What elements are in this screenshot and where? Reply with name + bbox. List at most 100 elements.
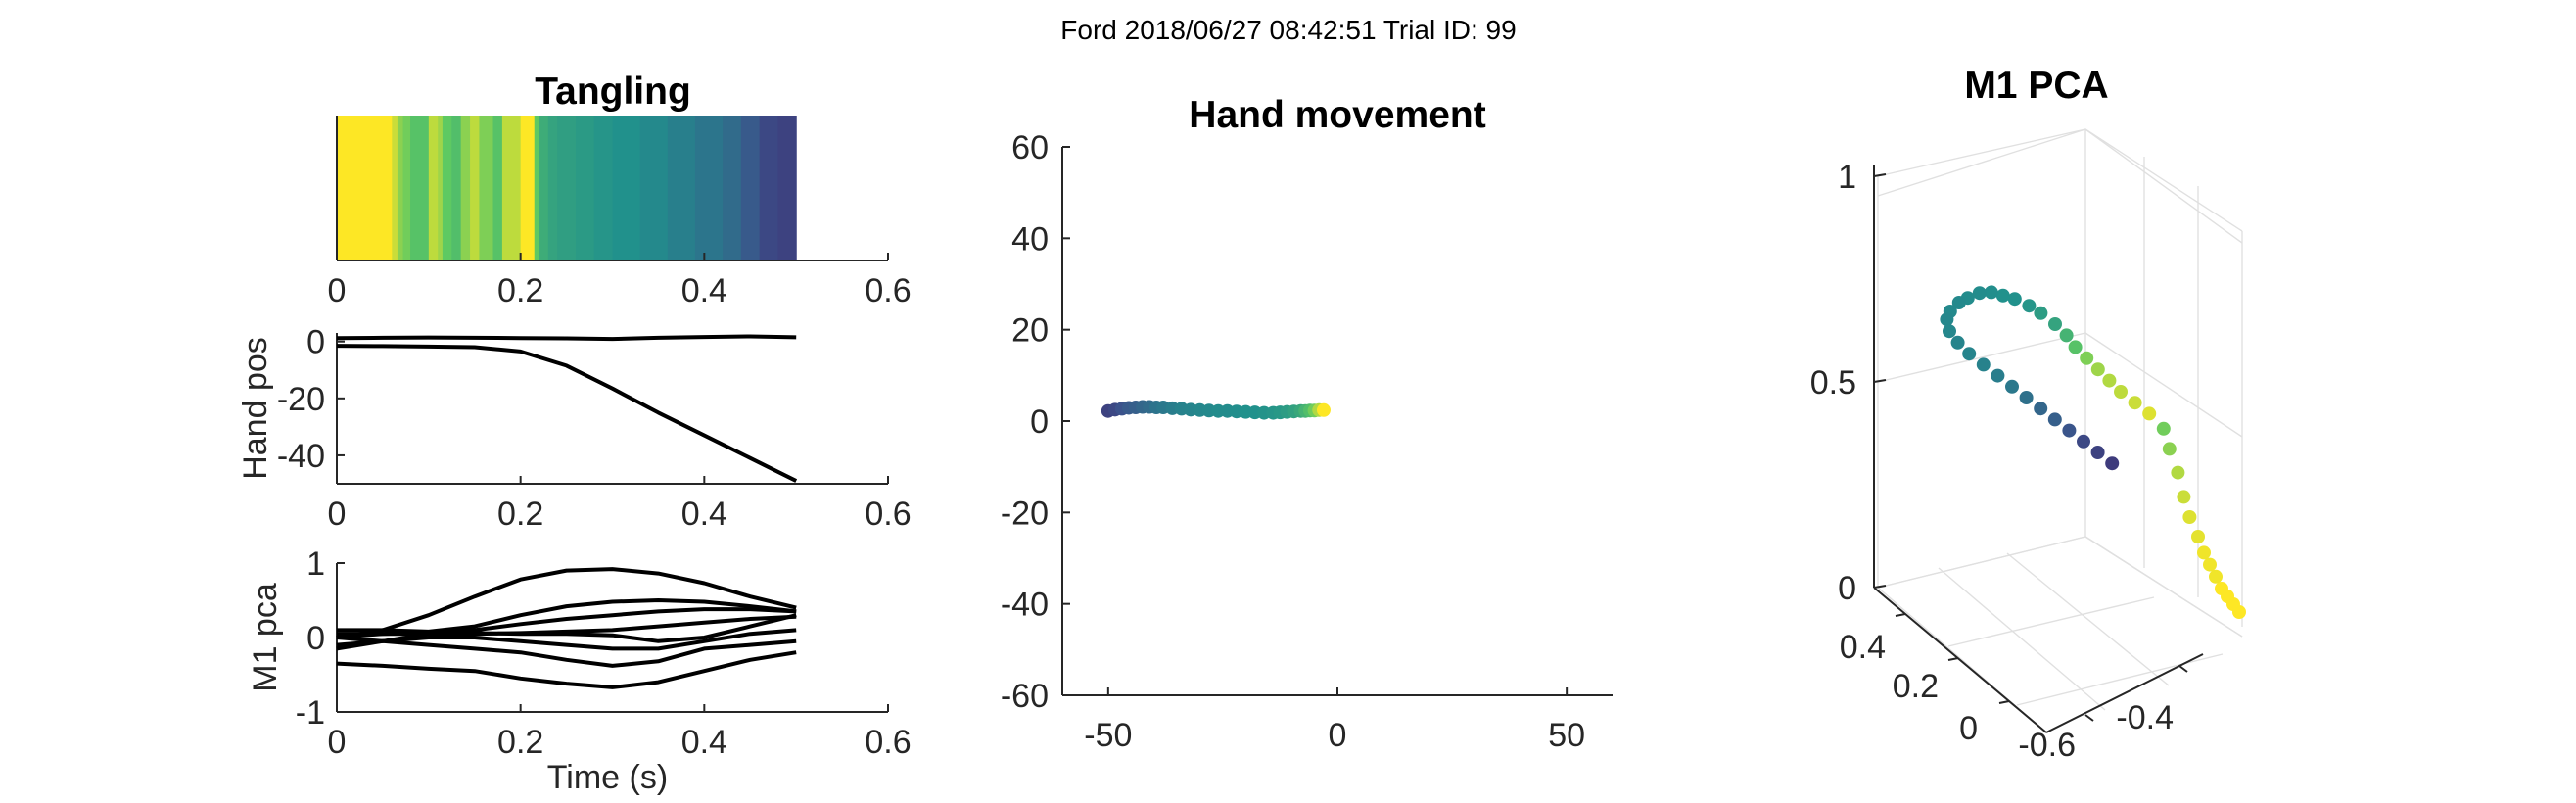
tangling-cell: [777, 116, 797, 260]
pca3d-point: [1972, 286, 1987, 301]
hand-movement-x-tick-label: -50: [1084, 717, 1132, 754]
hand-pos-y-tick-label: 0: [306, 324, 325, 361]
pca3d-grid-line: [1877, 332, 2086, 383]
pca3d-point: [2077, 434, 2090, 449]
figure-suptitle: Ford 2018/06/27 08:42:51 Trial ID: 99: [1060, 15, 1516, 45]
pca3d-z-tick: [1873, 585, 1887, 589]
pca3d-point: [2102, 373, 2117, 388]
pca3d-point: [2171, 465, 2185, 480]
pca3d-y-axis: [1873, 587, 2047, 733]
m1-pca-y-tick-label: -1: [296, 694, 325, 732]
m1-pca-y-tick-label: 1: [306, 545, 325, 583]
m1-pca-x-tick-label: 0.6: [865, 724, 911, 761]
pca3d-grid-line: [2084, 128, 2243, 232]
pca3d-x-tick-label: -0.4: [2116, 699, 2174, 736]
pca3d-y-tick-label: 0: [1959, 710, 1978, 747]
tangling-cell: [547, 116, 558, 260]
tangling-cell: [410, 116, 430, 260]
pca3d-grid-line: [1877, 536, 2086, 589]
pca3d-point: [2068, 340, 2083, 354]
pca3d-grid-line: [2084, 332, 2243, 438]
m1-pca-series-line: [336, 613, 797, 643]
pca3d-point: [2019, 391, 2034, 404]
hand-movement-x-tick-label: 50: [1548, 717, 1585, 754]
pca3d-grid-line: [2016, 653, 2224, 706]
hand-movement-y-tick-label: -20: [1001, 495, 1049, 532]
hand-movement-y-tick-label: -60: [1001, 678, 1049, 715]
pca3d-point: [2080, 351, 2094, 365]
pca3d-top-edge: [1877, 128, 2243, 244]
tangling-cell: [740, 116, 761, 260]
pca3d-z-tick: [1873, 379, 1887, 383]
tangling-cell: [593, 116, 614, 260]
tangling-cell: [639, 116, 669, 260]
pca3d-point: [2215, 582, 2228, 595]
tangling-x-tick-label: 0.4: [681, 272, 727, 309]
pca3d-point: [2156, 421, 2171, 436]
pca3d-point: [2007, 292, 2022, 307]
pca3d-z-tick-label: 1: [1838, 159, 1856, 196]
hand-pos-y-tick-label: -20: [277, 381, 325, 418]
pca3d-grid-line: [2084, 536, 2243, 638]
pca3d-point: [2047, 412, 2062, 427]
m1-pca-ylabel: M1 pca: [247, 583, 284, 692]
m1-pca-series-line: [336, 628, 797, 651]
pca3d-point: [2034, 306, 2048, 320]
tangling-cell: [402, 116, 411, 260]
pca3d-grid-line: [1947, 596, 2155, 647]
m1-pca-y-tick-label: 0: [306, 620, 325, 657]
tangling-cell: [520, 116, 536, 260]
m1-pca-x-tick-label: 0.4: [681, 724, 727, 761]
tangling-cell: [428, 116, 439, 260]
pca3d-point: [2062, 423, 2077, 438]
pca3d-grid-line: [1877, 128, 2086, 177]
hand-movement-y-tick-label: 20: [1011, 312, 1049, 350]
tangling-cell: [612, 116, 641, 260]
tangling-title: Tangling: [535, 71, 691, 113]
m1-pca-series-line: [337, 598, 797, 634]
hand-pos-series-line: [336, 334, 797, 342]
pca3d-point: [1991, 368, 2005, 383]
hand-pos-x-tick-label: 0.6: [865, 496, 911, 533]
pca3d-title: M1 PCA: [1964, 65, 2108, 107]
pca3d-x-tick-label: -0.6: [2018, 727, 2076, 764]
pca3d-point: [1940, 312, 1954, 327]
tangling-x-tick-label: 0.6: [865, 272, 911, 309]
panel-tangling: Tangling 0 0.2 0.4 0.6: [328, 71, 912, 309]
tangling-x-tick-label: 0: [328, 272, 347, 309]
pca3d-x-axis: [2045, 653, 2204, 733]
tangling-cell: [557, 116, 577, 260]
tangling-cell: [438, 116, 444, 260]
pca3d-point: [1943, 324, 1956, 339]
pca3d-point: [1951, 296, 1966, 309]
pca3d-point: [1995, 288, 2010, 303]
pca3d-point: [2090, 362, 2105, 377]
hand-movement-y-tick-label: 60: [1011, 129, 1049, 166]
tangling-cell: [539, 116, 549, 260]
pca3d-point: [2034, 402, 2048, 416]
pca3d-z-tick: [1873, 173, 1887, 177]
tangling-cell: [759, 116, 778, 260]
pca3d-y-tick-label: 0.4: [1840, 629, 1886, 666]
m1-pca-xlabel: Time (s): [547, 759, 668, 796]
pca3d-point: [1976, 357, 1991, 372]
tangling-cell: [479, 116, 494, 260]
hand-movement-y-tick-label: 40: [1011, 220, 1049, 258]
tangling-cell: [442, 116, 452, 260]
hand-pos-y-tick-label: -40: [277, 438, 325, 475]
pca3d-point: [2177, 490, 2191, 504]
hand-pos-x-tick-label: 0.4: [681, 496, 727, 533]
pca3d-point: [2005, 379, 2019, 394]
pca3d-point: [2142, 406, 2157, 421]
pca3d-grid-line: [1938, 567, 2106, 711]
tangling-cell: [337, 116, 393, 260]
hand-pos-x-tick-label: 0: [328, 496, 347, 533]
pca3d-y-tick: [1998, 700, 2010, 704]
hand-pos-series-line: [336, 344, 798, 483]
pca3d-point: [2162, 442, 2177, 456]
pca3d-point: [2128, 396, 2142, 410]
hand-pos-x-tick-label: 0.2: [497, 496, 543, 533]
